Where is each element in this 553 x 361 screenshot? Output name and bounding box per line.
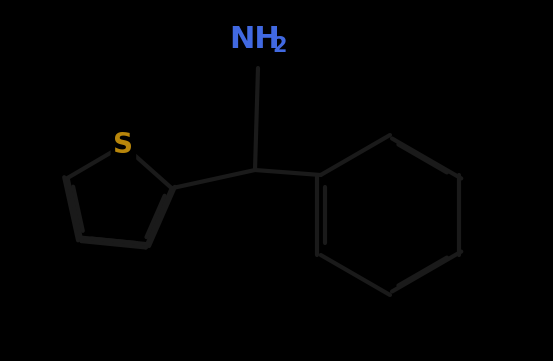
Text: NH: NH (229, 26, 280, 55)
Text: 2: 2 (273, 36, 287, 56)
Text: S: S (113, 131, 133, 159)
